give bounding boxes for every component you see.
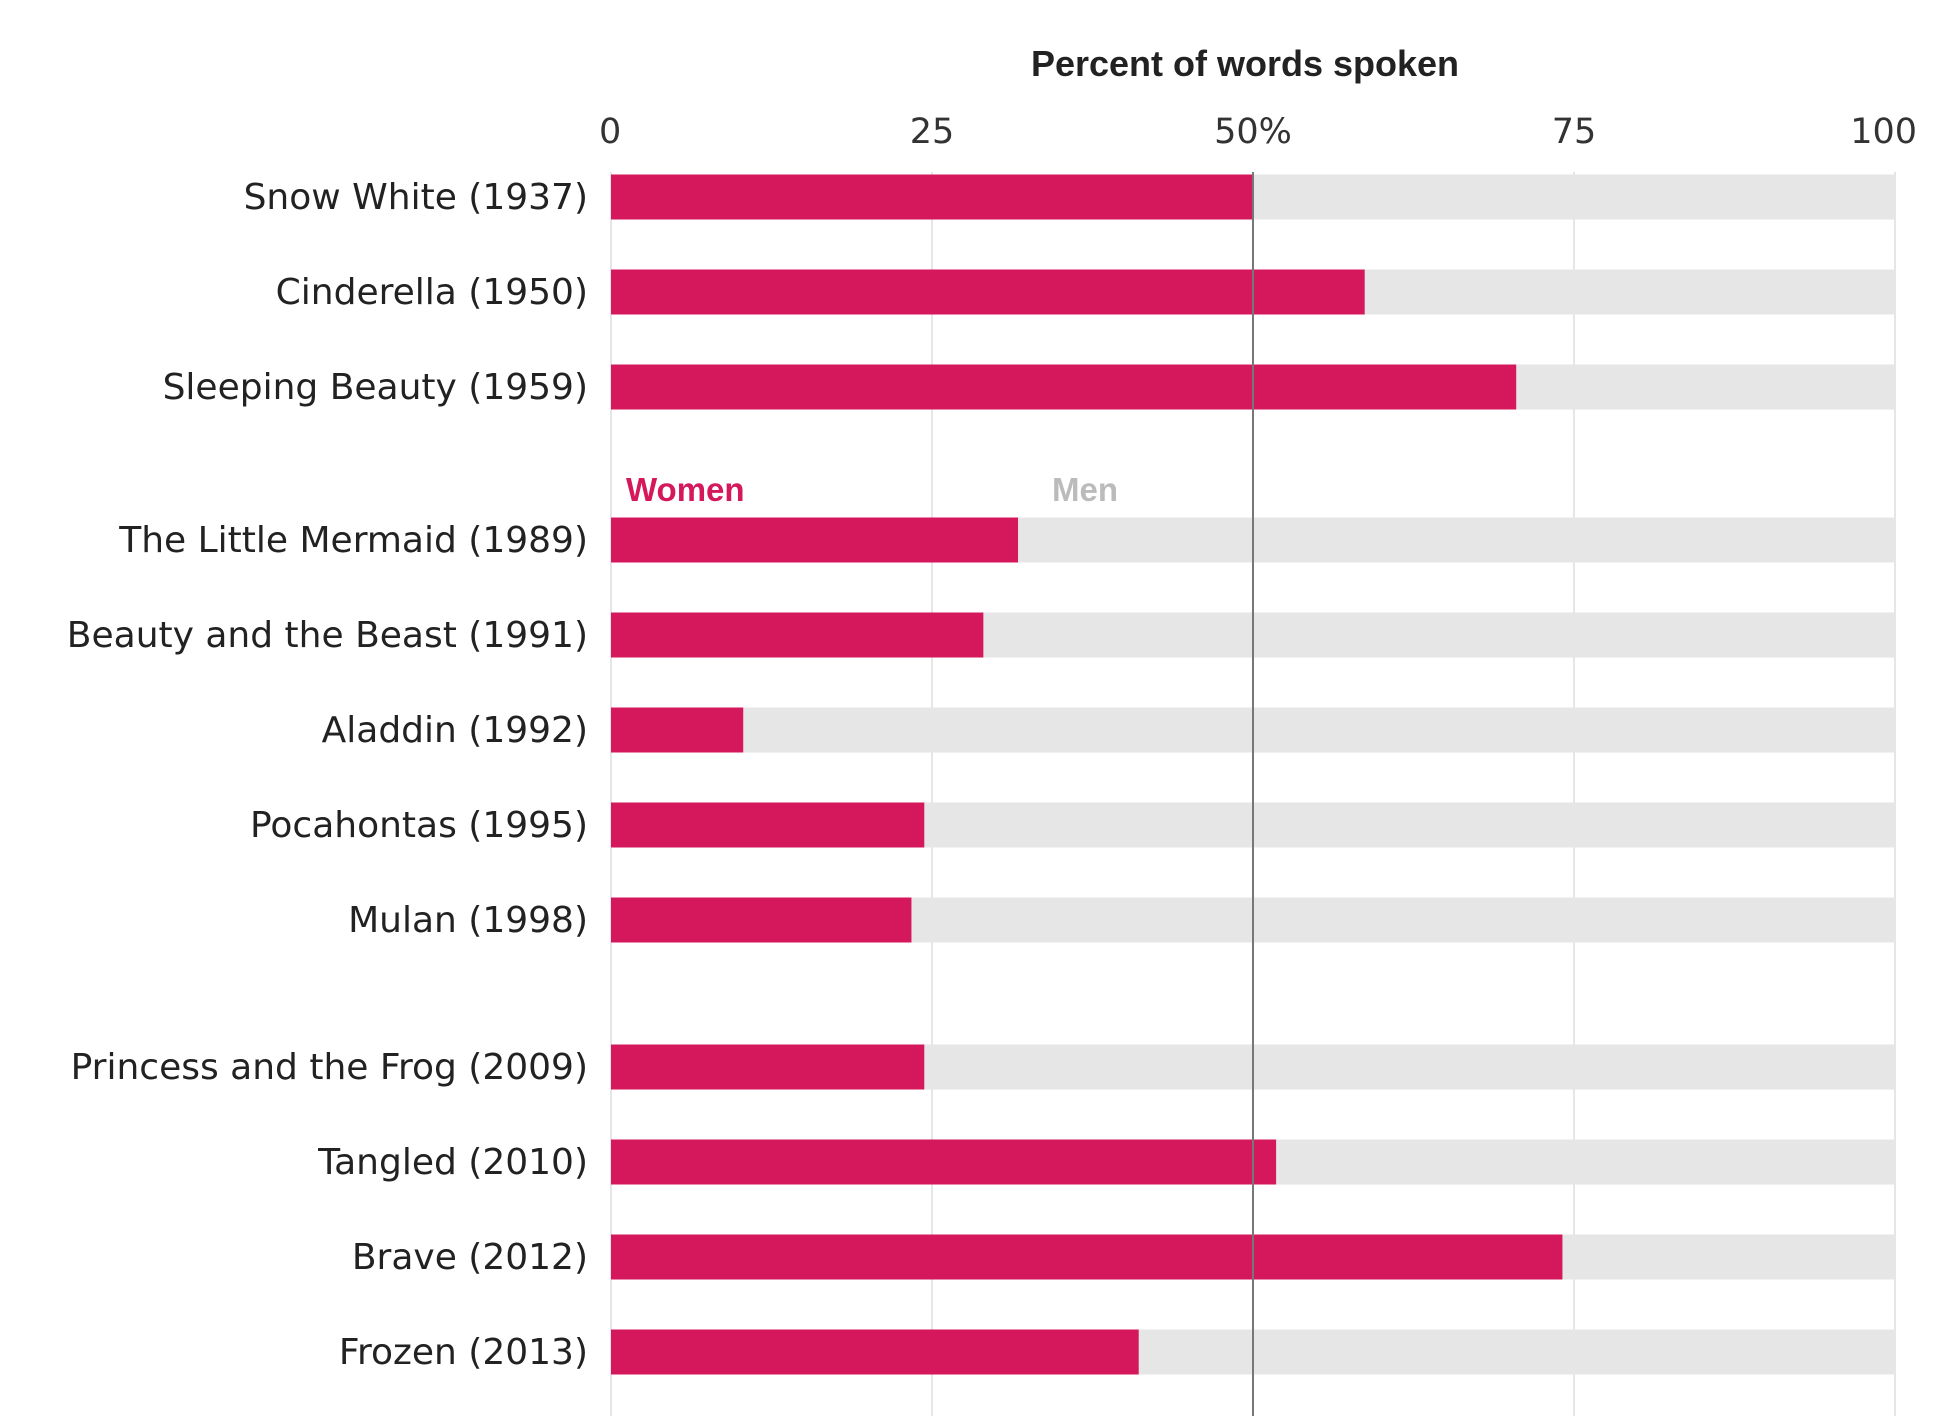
category-label: Beauty and the Beast (1991) bbox=[67, 615, 588, 656]
bar-women bbox=[611, 174, 1253, 220]
x-tick-label: 75 bbox=[1552, 112, 1597, 152]
bar-women bbox=[611, 802, 925, 848]
category-label: Tangled (2010) bbox=[317, 1142, 588, 1183]
bar-men bbox=[1516, 364, 1895, 410]
bar-women bbox=[611, 269, 1365, 315]
bars bbox=[611, 174, 1896, 1375]
category-label: Sleeping Beauty (1959) bbox=[163, 367, 588, 408]
category-label: Brave (2012) bbox=[352, 1237, 588, 1278]
bar-women bbox=[611, 517, 1019, 563]
bar-men bbox=[983, 612, 1895, 658]
x-axis-ticks: 0 25 50% 75 100 bbox=[599, 112, 1917, 152]
bar-women bbox=[611, 612, 984, 658]
bar-women bbox=[611, 707, 744, 753]
bar-women bbox=[611, 1044, 925, 1090]
bar-women bbox=[611, 1329, 1139, 1375]
bar-women bbox=[611, 1139, 1277, 1185]
x-axis-title: Percent of words spoken bbox=[1031, 43, 1459, 84]
legend-women: Women bbox=[626, 471, 745, 508]
category-label: Aladdin (1992) bbox=[322, 710, 588, 751]
legend: Women Men bbox=[626, 471, 1118, 508]
bar-women bbox=[611, 897, 912, 943]
bar-men bbox=[924, 1044, 1895, 1090]
category-label: Snow White (1937) bbox=[244, 177, 588, 218]
x-tick-label: 100 bbox=[1850, 112, 1917, 152]
legend-men: Men bbox=[1052, 471, 1118, 508]
bar-men bbox=[1276, 1139, 1895, 1185]
bar-men bbox=[924, 802, 1895, 848]
bar-men bbox=[743, 707, 1896, 753]
bar-men bbox=[1253, 174, 1895, 220]
bar-men bbox=[1138, 1329, 1895, 1375]
x-tick-label: 50% bbox=[1214, 112, 1292, 152]
category-labels: Snow White (1937) Cinderella (1950) Sleepi… bbox=[67, 177, 588, 1373]
category-label: Mulan (1998) bbox=[348, 900, 588, 941]
bar-men bbox=[1018, 517, 1895, 563]
category-label: Cinderella (1950) bbox=[276, 272, 588, 313]
bar-men bbox=[911, 897, 1895, 943]
category-label: The Little Mermaid (1989) bbox=[118, 520, 588, 561]
bar-women bbox=[611, 1234, 1563, 1280]
bar-women bbox=[611, 364, 1517, 410]
category-label: Frozen (2013) bbox=[339, 1332, 588, 1373]
bar-men bbox=[1562, 1234, 1895, 1280]
x-tick-label: 0 bbox=[599, 112, 621, 152]
category-label: Pocahontas (1995) bbox=[250, 805, 588, 846]
category-label: Princess and the Frog (2009) bbox=[71, 1047, 588, 1088]
x-tick-label: 25 bbox=[910, 112, 955, 152]
bar-men bbox=[1364, 269, 1895, 315]
